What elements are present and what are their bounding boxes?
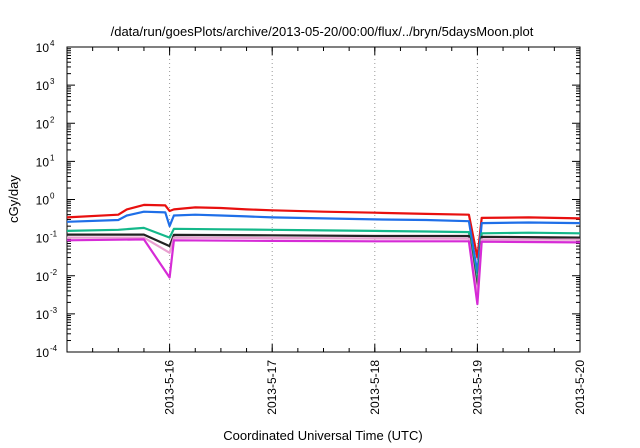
x-tick-label: 2013-5-19: [470, 360, 484, 415]
y-tick-exponent: 1: [50, 153, 55, 162]
y-tick-label: 10: [36, 79, 50, 93]
x-axis: 2013-5-16 2013-5-17 2013-5-18 2013-5-19 2013…: [66, 47, 587, 415]
chart-title: /data/run/goesPlots/archive/2013-05-20/0…: [111, 24, 534, 39]
plot-frame: [66, 46, 581, 353]
series-line-6: [66, 238, 581, 306]
x-tick-label: 2013-5-16: [163, 360, 177, 415]
y-tick-label: 10: [36, 41, 50, 55]
x-tick-label: 2013-5-18: [368, 360, 382, 415]
series-line-5: [67, 236, 581, 297]
y-tick-exponent: 0: [50, 192, 55, 201]
x-tick-label: 2013-5-20: [573, 360, 587, 415]
x-axis-label: Coordinated Universal Time (UTC): [223, 428, 422, 443]
y-tick-label: 10: [36, 270, 50, 284]
x-tick-label: 2013-5-17: [265, 360, 279, 415]
y-tick-label: 10: [36, 155, 50, 169]
y-tick-label: 10: [36, 117, 50, 131]
y-tick-label: 10: [36, 308, 50, 322]
series-lines: [66, 203, 581, 306]
y-axis-label: cGy/day: [6, 175, 21, 223]
grid-lines: [169, 47, 478, 352]
y-tick-exponent: -1: [50, 230, 58, 239]
y-tick-label: 10: [36, 232, 50, 246]
y-tick-exponent: -4: [50, 344, 58, 353]
y-tick-exponent: 2: [50, 115, 55, 124]
y-tick-exponent: 3: [50, 77, 55, 86]
y-tick-exponent: -2: [50, 268, 58, 277]
y-tick-exponent: -3: [50, 306, 58, 315]
series-line-4: [67, 233, 581, 292]
y-tick-exponent: 4: [50, 39, 55, 48]
y-tick-label: 10: [36, 194, 50, 208]
y-tick-label: 10: [36, 346, 50, 360]
series-line-1: [66, 203, 581, 259]
